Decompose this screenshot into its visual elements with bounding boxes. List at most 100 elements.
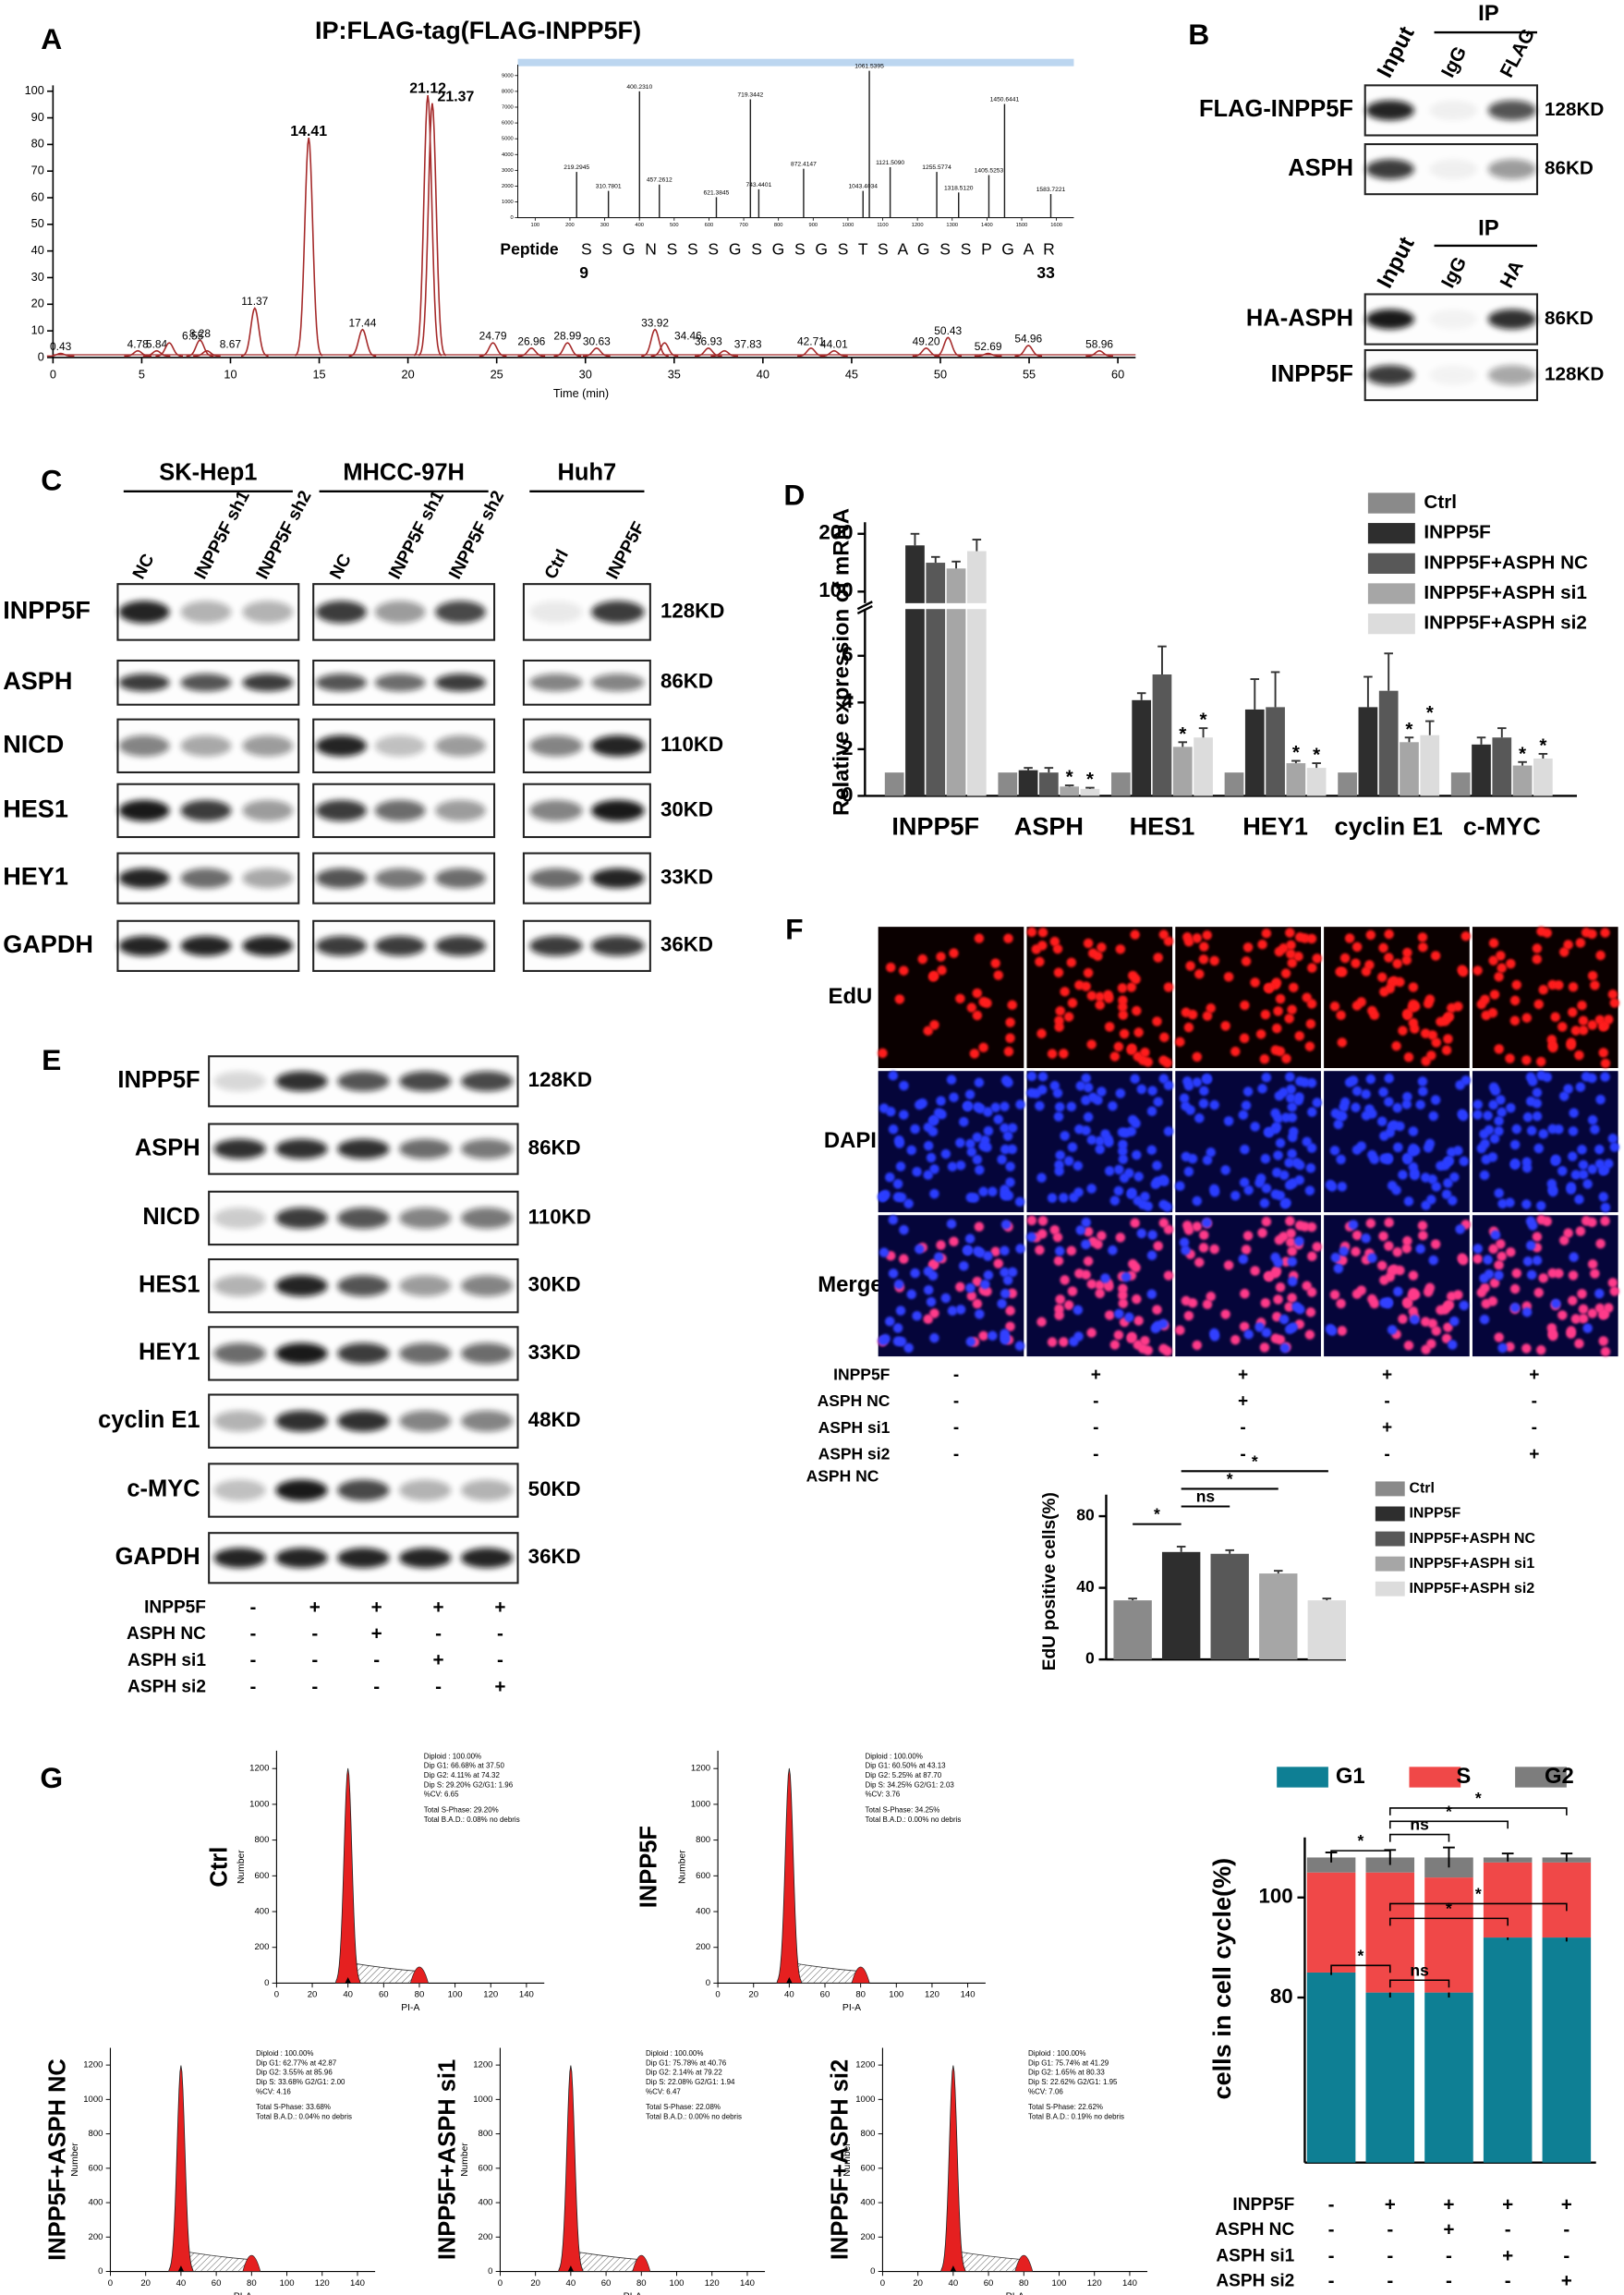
condition-sign: - bbox=[311, 1676, 318, 1697]
bar bbox=[1224, 772, 1244, 796]
nucleus bbox=[1569, 1252, 1579, 1262]
nucleus bbox=[1351, 958, 1361, 968]
blot-band bbox=[1365, 309, 1414, 330]
peak-label: 719.3442 bbox=[737, 91, 763, 98]
nucleus bbox=[1163, 1270, 1174, 1281]
blot-band bbox=[337, 1071, 390, 1092]
blot-band bbox=[374, 799, 426, 821]
nucleus bbox=[1000, 1220, 1012, 1230]
nucleus bbox=[947, 1305, 958, 1317]
condition-label: ASPH NC bbox=[806, 1466, 879, 1485]
y-tick-label: 800 bbox=[696, 1835, 710, 1845]
bar bbox=[1018, 770, 1038, 796]
nucleus bbox=[982, 998, 992, 1008]
y-tick-label: 600 bbox=[255, 1871, 270, 1881]
nucleus bbox=[1521, 1162, 1533, 1173]
nucleus bbox=[1260, 1009, 1271, 1020]
bar bbox=[1259, 1573, 1298, 1660]
nucleus bbox=[1240, 1288, 1250, 1299]
nucleus bbox=[1494, 1270, 1504, 1281]
nucleus bbox=[1408, 1161, 1419, 1172]
stats-line: Dip S: 22.08% G2/G1: 1.94 bbox=[646, 2078, 735, 2086]
nucleus bbox=[1103, 990, 1113, 1001]
y-tick-label: 400 bbox=[861, 2198, 876, 2208]
nucleus bbox=[1525, 1096, 1536, 1107]
blot-band bbox=[118, 735, 170, 757]
nucleus bbox=[1293, 951, 1303, 962]
nucleus bbox=[1431, 1038, 1442, 1048]
peak bbox=[155, 342, 184, 358]
nucleus bbox=[1574, 1194, 1584, 1205]
nucleus bbox=[1525, 1240, 1536, 1251]
bar-segment bbox=[1424, 1992, 1473, 2163]
bar bbox=[1450, 772, 1471, 796]
condition-sign: + bbox=[371, 1623, 382, 1645]
nucleus bbox=[1369, 1154, 1380, 1165]
blot-band bbox=[213, 1548, 266, 1569]
blot-band bbox=[435, 601, 486, 624]
nucleus bbox=[1600, 1072, 1610, 1082]
nucleus bbox=[959, 1261, 969, 1271]
x-tick-label: 100 bbox=[280, 2278, 295, 2289]
nucleus bbox=[1367, 1253, 1377, 1263]
blot-band bbox=[399, 1138, 452, 1160]
nucleus bbox=[1479, 1129, 1489, 1139]
nucleus bbox=[1494, 1044, 1504, 1054]
blot-band bbox=[337, 1138, 390, 1160]
nucleus bbox=[1426, 1339, 1436, 1349]
legend-swatch bbox=[1375, 1506, 1405, 1522]
blot-band bbox=[242, 735, 294, 757]
row-label: HEY1 bbox=[3, 863, 68, 891]
nucleus bbox=[1052, 943, 1063, 954]
nucleus bbox=[1607, 989, 1618, 1000]
peak-label: 8.67 bbox=[220, 337, 242, 350]
y-tick-label: 6 bbox=[842, 643, 853, 666]
nucleus bbox=[1306, 933, 1317, 944]
nucleus bbox=[1114, 1164, 1124, 1175]
x-tick-label: 120 bbox=[925, 1990, 939, 2000]
peak-label: 50.43 bbox=[934, 324, 962, 337]
nucleus bbox=[1410, 1001, 1421, 1012]
blot-band bbox=[591, 601, 645, 624]
nucleus bbox=[1037, 1229, 1048, 1239]
nucleus bbox=[1067, 998, 1078, 1008]
nucleus bbox=[936, 1096, 946, 1106]
nucleus bbox=[1261, 1073, 1272, 1083]
nucleus bbox=[1060, 987, 1070, 997]
x-tick-label: 120 bbox=[483, 1990, 498, 2000]
nucleus bbox=[1259, 1198, 1270, 1208]
nucleus bbox=[923, 1170, 933, 1181]
blot-band bbox=[275, 1207, 328, 1229]
nucleus bbox=[1255, 1029, 1266, 1039]
nucleus bbox=[1473, 1110, 1483, 1120]
nucleus bbox=[1287, 1257, 1298, 1267]
nucleus bbox=[1066, 1245, 1077, 1257]
nucleus bbox=[1558, 947, 1569, 957]
nucleus bbox=[1075, 1081, 1086, 1091]
nucleus bbox=[1497, 963, 1507, 973]
legend-label: INPP5F+ASPH NC bbox=[1424, 552, 1588, 573]
nucleus bbox=[1393, 1142, 1403, 1153]
x-axis-label: PI-A bbox=[401, 2003, 419, 2013]
nucleus bbox=[1047, 1337, 1058, 1347]
x-tick-label: 400 bbox=[635, 223, 644, 228]
nucleus bbox=[1430, 951, 1441, 961]
x-tick-label: 10 bbox=[224, 367, 236, 381]
nucleus bbox=[1015, 1244, 1025, 1254]
bar bbox=[926, 563, 946, 603]
nucleus bbox=[885, 962, 896, 973]
condition-sign: - bbox=[953, 1392, 959, 1412]
peak-label: 21.37 bbox=[438, 89, 475, 104]
nucleus bbox=[1387, 1181, 1398, 1191]
stats-line: Dip S: 34.25% G2/G1: 2.03 bbox=[865, 1780, 954, 1789]
nucleus bbox=[1337, 1182, 1348, 1192]
nucleus bbox=[1554, 979, 1564, 990]
nucleus bbox=[1086, 1328, 1097, 1338]
blot-band bbox=[180, 674, 232, 692]
blot-band bbox=[591, 735, 645, 757]
x-axis-label: PI-A bbox=[234, 2291, 252, 2295]
nucleus bbox=[1264, 982, 1274, 993]
nucleus bbox=[1521, 1013, 1533, 1023]
blot-band bbox=[374, 936, 426, 956]
bar bbox=[1194, 737, 1213, 796]
